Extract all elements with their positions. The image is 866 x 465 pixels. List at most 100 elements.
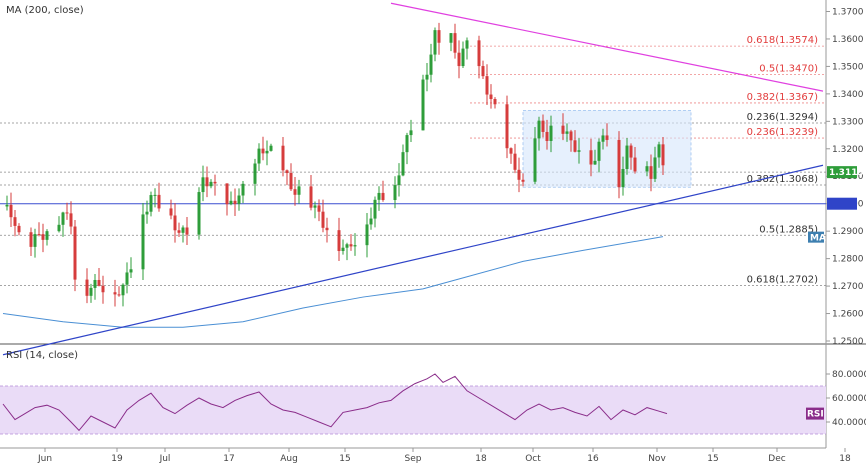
candle-body-4 — [17, 225, 21, 233]
y-tick-label-10: 1.2700 — [832, 282, 864, 292]
x-tick-label-6: Sep — [405, 454, 422, 464]
candle-body-2 — [9, 204, 13, 218]
candle-body-45 — [181, 227, 185, 233]
candle-body-155 — [621, 169, 625, 188]
candle-body-162 — [649, 166, 653, 179]
fib-label-2: 0.382(1.3367) — [747, 92, 819, 103]
candle-body-70 — [281, 145, 285, 171]
candle-body-72 — [289, 173, 293, 190]
candle-body-128 — [513, 153, 517, 170]
price-badge-bg — [827, 166, 857, 179]
rsi-y-tick-label-2: 40.0000 — [832, 418, 866, 428]
candle-body-101 — [405, 135, 409, 153]
candle-body-151 — [605, 135, 609, 140]
candle-body-32 — [129, 269, 133, 273]
candle-body-67 — [269, 145, 273, 151]
candle-body-57 — [229, 200, 233, 205]
candle-body-8 — [33, 234, 37, 247]
x-tick-label-3: 17 — [223, 454, 234, 464]
candle-body-14 — [57, 224, 61, 232]
candle-body-51 — [205, 177, 209, 187]
candle-body-113 — [453, 33, 457, 53]
fib-label-0: 0.618(1.3574) — [747, 35, 819, 46]
x-tick-label-0: Jun — [37, 454, 52, 464]
candle-body-25 — [101, 285, 105, 293]
x-tick-label-5: 15 — [339, 454, 350, 464]
candle-body-163 — [653, 157, 657, 179]
candle-body-122 — [489, 94, 493, 100]
y-tick-label-12: 1.2500 — [832, 337, 864, 347]
rsi-band — [0, 386, 826, 434]
y-tick-label-0: 1.3700 — [832, 7, 864, 17]
candle-body-18 — [73, 226, 77, 280]
candle-body-106 — [425, 74, 429, 80]
candle-body-150 — [601, 135, 605, 142]
candle-body-148 — [593, 160, 597, 165]
candle-body-50 — [201, 177, 205, 193]
candle-body-137 — [549, 125, 553, 141]
x-tick-label-13: 18 — [839, 454, 851, 464]
candle-body-16 — [65, 212, 69, 214]
candle-body-28 — [113, 292, 117, 295]
fib-label-7: 0.618(1.2702) — [747, 275, 819, 286]
lower-trendline — [2, 164, 824, 356]
candle-body-126 — [505, 104, 509, 149]
candle-body-59 — [237, 195, 241, 204]
y-tick-label-11: 1.2600 — [832, 310, 864, 320]
fib-label-6: 0.5(1.2885) — [759, 224, 818, 235]
candle-body-3 — [13, 217, 17, 226]
rsi-legend: RSI (14, close) — [6, 350, 78, 361]
candle-body-46 — [185, 227, 189, 235]
candle-body-115 — [461, 48, 465, 67]
candle-body-85 — [341, 247, 345, 252]
candle-body-119 — [477, 40, 481, 67]
candle-body-154 — [617, 139, 621, 188]
candle-body-15 — [61, 212, 65, 225]
candle-body-92 — [369, 218, 373, 225]
candle-body-135 — [541, 120, 545, 132]
candle-body-99 — [397, 175, 401, 186]
x-tick-label-11: 15 — [707, 454, 718, 464]
rsi-badge-bg — [806, 407, 824, 420]
y-tick-label-9: 1.2800 — [832, 255, 864, 265]
rsi-y-tick-label-0: 80.0000 — [832, 370, 866, 380]
candle-body-86 — [345, 244, 349, 248]
rsi-line — [2, 373, 668, 432]
candle-body-102 — [409, 130, 413, 136]
candle-body-147 — [589, 150, 593, 165]
candle-body-56 — [225, 183, 229, 205]
candle-body-164 — [657, 144, 661, 158]
candle-body-7 — [29, 232, 33, 247]
candle-body-63 — [253, 163, 257, 184]
candle-body-120 — [481, 66, 485, 77]
y-tick-label-8: 1.2900 — [832, 227, 864, 237]
support-badge-bg — [827, 197, 857, 210]
x-tick-label-12: Dec — [768, 454, 785, 464]
main-legend: MA (200, close) — [6, 5, 84, 16]
candle-body-78 — [313, 205, 317, 208]
candle-body-39 — [157, 194, 161, 209]
candle-body-98 — [393, 185, 397, 201]
candle-body-24 — [97, 279, 101, 286]
x-tick-label-8: Oct — [525, 454, 541, 464]
candle-body-127 — [509, 148, 513, 154]
candle-body-156 — [625, 145, 629, 170]
candle-body-100 — [401, 152, 405, 176]
candle-body-77 — [309, 186, 313, 208]
candle-body-157 — [629, 145, 633, 158]
y-tick-label-4: 1.3300 — [832, 117, 864, 127]
rsi-y-tick-label-1: 60.0000 — [832, 394, 866, 404]
candle-body-23 — [93, 279, 97, 288]
consolidation-box — [522, 109, 692, 188]
candle-body-84 — [337, 230, 341, 252]
candle-body-109 — [437, 30, 441, 43]
candle-body-38 — [153, 194, 157, 196]
candle-body-17 — [69, 213, 73, 227]
fib-label-3: 0.236(1.3294) — [747, 112, 819, 123]
candle-body-60 — [241, 183, 245, 196]
candle-body-11 — [45, 231, 49, 240]
x-tick-label-7: 18 — [475, 454, 487, 464]
ma200-line — [2, 236, 664, 328]
